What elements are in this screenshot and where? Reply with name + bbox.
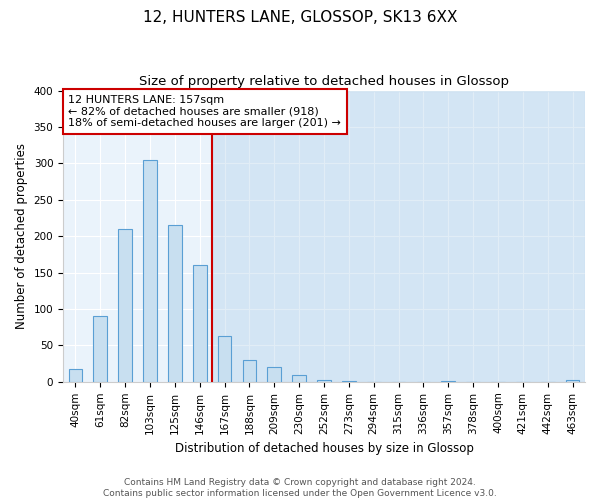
Bar (68, 370, 82, 382)
Bar (212, 90, 585, 382)
Bar (193, 266, 206, 382)
Bar (242, 360, 256, 382)
Y-axis label: Number of detached properties: Number of detached properties (15, 143, 28, 329)
Bar (342, 381, 356, 382)
Bar (268, 368, 281, 382)
Text: 12, HUNTERS LANE, GLOSSOP, SK13 6XX: 12, HUNTERS LANE, GLOSSOP, SK13 6XX (143, 10, 457, 25)
Bar (168, 226, 182, 382)
Bar (317, 380, 331, 382)
Text: 12 HUNTERS LANE: 157sqm
← 82% of detached houses are smaller (918)
18% of semi-d: 12 HUNTERS LANE: 157sqm ← 82% of detache… (68, 95, 341, 128)
Bar (566, 380, 580, 382)
Bar (143, 160, 157, 382)
Text: Contains HM Land Registry data © Crown copyright and database right 2024.
Contai: Contains HM Land Registry data © Crown c… (103, 478, 497, 498)
Bar (292, 374, 306, 382)
Bar (94, 316, 107, 382)
Bar (442, 381, 455, 382)
X-axis label: Distribution of detached houses by size in Glossop: Distribution of detached houses by size … (175, 442, 473, 455)
Title: Size of property relative to detached houses in Glossop: Size of property relative to detached ho… (139, 75, 509, 88)
Bar (118, 229, 132, 382)
Bar (218, 336, 232, 382)
